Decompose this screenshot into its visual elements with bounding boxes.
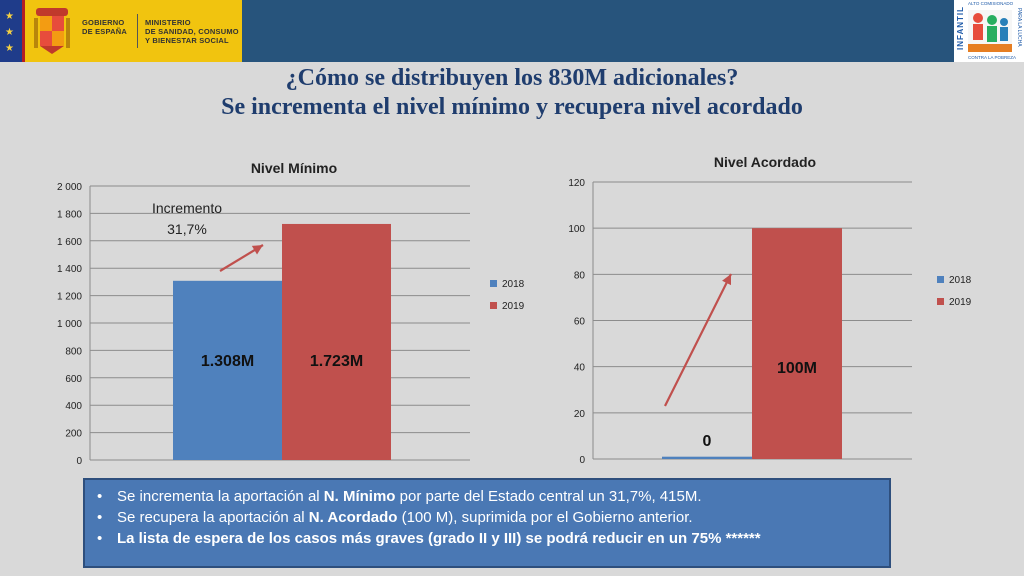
y-tick-label: 1 800 (57, 209, 82, 220)
title-line-2: Se incrementa el nivel mínimo y recupera… (221, 94, 803, 120)
y-tick-label: 800 (65, 346, 82, 357)
bar-2018 (173, 280, 282, 460)
ministry-name: MINISTERIO DE SANIDAD, CONSUMO Y BIENEST… (145, 18, 239, 45)
data-label: 100M (777, 360, 817, 377)
summary-box: Se incrementa la aportación al N. Mínimo… (83, 478, 891, 568)
logo-bottom-text: CONTRA LA POBREZA (968, 55, 1017, 60)
chart-nivel-minimo-svg: Nivel Mínimo 0 200 400 600 800 1 000 1 200 1 400… (57, 160, 525, 467)
coat-of-arms-icon (34, 8, 70, 54)
chart-nivel-minimo: Nivel Mínimo 0 200 400 600 800 1 000 1 200 1 400… (30, 150, 550, 470)
chart-title: Nivel Mínimo (251, 160, 337, 176)
bullet-bold-text: N. Acordado (308, 509, 398, 526)
bar-2019 (282, 223, 391, 460)
y-tick-label: 80 (574, 270, 586, 281)
y-tick-label: 2 000 (57, 182, 82, 193)
data-label: 1.723M (310, 353, 363, 370)
legend-swatch (490, 280, 497, 287)
arrow-head (251, 245, 263, 255)
legend-swatch (937, 298, 944, 305)
y-tick-label: 200 (65, 429, 82, 440)
legend-swatch (490, 302, 497, 309)
y-tick-label: 1 200 (57, 292, 82, 303)
star-icon: ★ (5, 11, 14, 22)
y-tick-label: 100 (568, 224, 585, 235)
slide-title: ¿Cómo se distribuyen los 830M adicionale… (0, 64, 1024, 122)
arrow-head (722, 274, 731, 286)
y-tick-label: 0 (76, 456, 82, 467)
eu-flag-strip: ★ ★ ★ (0, 0, 22, 62)
y-tick-label: 120 (568, 178, 585, 189)
legend-label: 2018 (949, 275, 972, 286)
logo-top-text: ALTO COMISIONADO (968, 1, 1014, 6)
y-tick-label: 1 000 (57, 319, 82, 330)
y-tick-label: 400 (65, 401, 82, 412)
increase-arrow (219, 244, 264, 272)
y-tick-label: 1 600 (57, 237, 82, 248)
chart-title: Nivel Acordado (714, 154, 816, 170)
logo-side-text: PARA LA LUCHA (1016, 8, 1022, 47)
chart-nivel-acordado-svg: Nivel Acordado 0 20 40 60 80 100 120 0 100M 2018 20… (568, 154, 972, 466)
bullet-bold-text: N. Mínimo (323, 488, 396, 505)
alto-comisionado-logo: ALTO COMISIONADO INFANTIL PARA LA LUCHA … (954, 0, 1024, 62)
bullet-text: Se recupera la aportación al (117, 509, 309, 526)
title-line-1: ¿Cómo se distribuyen los 830M adicionale… (285, 65, 739, 91)
chart-nivel-acordado: Nivel Acordado 0 20 40 60 80 100 120 0 100M 2018 20… (540, 148, 1020, 470)
government-logo: ★ ★ ★ GOBIERNO DE ESPAÑA MINISTERIO DE S… (0, 0, 242, 62)
legend-label: 2019 (949, 297, 972, 308)
flag-stripe (22, 0, 25, 62)
y-tick-label: 60 (574, 317, 586, 328)
star-icon: ★ (5, 43, 14, 54)
bullet-list: Se incrementa la aportación al N. Mínimo… (89, 486, 879, 549)
header-bar: ★ ★ ★ GOBIERNO DE ESPAÑA MINISTERIO DE S… (0, 0, 1024, 62)
logo-vertical-text: INFANTIL (956, 6, 965, 50)
legend-swatch (937, 276, 944, 283)
bullet-item: La lista de espera de los casos más grav… (89, 528, 879, 549)
bullet-item: Se incrementa la aportación al N. Mínimo… (89, 486, 879, 507)
annotation-text: 31,7% (167, 221, 207, 237)
data-label: 0 (703, 433, 712, 450)
legend-label: 2019 (502, 301, 525, 312)
legend-label: 2018 (502, 279, 525, 290)
bullet-text: por parte del Estado central un 31,7%, 4… (395, 488, 702, 505)
y-tick-label: 20 (574, 409, 586, 420)
annotation-text: Incremento (152, 200, 222, 216)
star-icon: ★ (5, 27, 14, 38)
bullet-text: (100 M), suprimida por el Gobierno anter… (397, 509, 693, 526)
children-figures-icon (968, 10, 1012, 52)
data-label: 1.308M (201, 353, 254, 370)
y-tick-label: 0 (579, 455, 585, 466)
divider (137, 14, 138, 48)
bar-2019 (752, 228, 842, 459)
bullet-text: Se incrementa la aportación al (117, 488, 324, 505)
arrow-shaft (664, 273, 732, 407)
bullet-item: Se recupera la aportación al N. Acordado… (89, 507, 879, 528)
y-tick-label: 1 400 (57, 264, 82, 275)
government-name: GOBIERNO DE ESPAÑA (82, 18, 128, 36)
bar-2018 (662, 456, 752, 459)
increase-arrow (664, 273, 732, 407)
y-tick-label: 40 (574, 363, 586, 374)
y-tick-label: 600 (65, 374, 82, 385)
bullet-bold-text: La lista de espera de los casos más grav… (117, 530, 761, 547)
